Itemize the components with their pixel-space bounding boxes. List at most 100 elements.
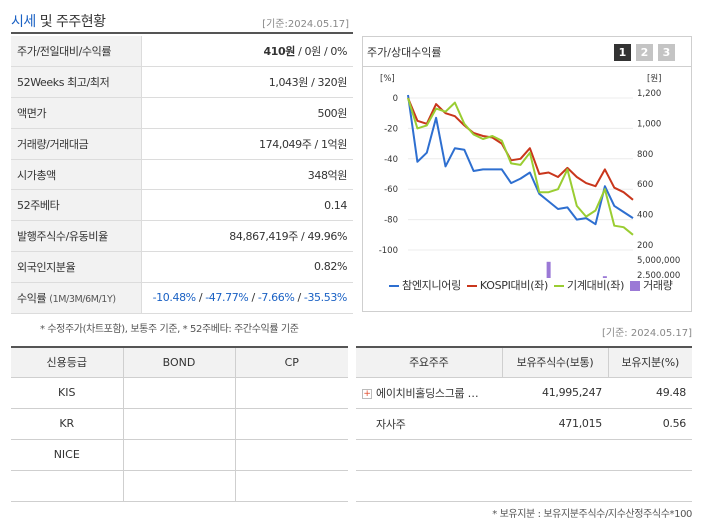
volume-bar — [602, 276, 607, 278]
chart-page-2-button[interactable]: 2 — [636, 44, 653, 61]
credit-row: KR — [11, 408, 348, 440]
right-tick-label: 200 — [637, 241, 653, 251]
return-value: -10.48% — [152, 291, 197, 305]
credit-row: KIS — [11, 377, 348, 409]
legend-item: 거래량 — [630, 277, 673, 293]
return-value: -7.66% — [257, 291, 295, 305]
legend-swatch-icon — [554, 285, 564, 287]
stock-row: 거래량/거래대금 174,049주 / 1억원 — [11, 128, 353, 160]
return-values: -10.48% / -47.77% / -7.66% / -35.53% — [141, 282, 353, 314]
holder-shares: 41,995,247 — [502, 377, 608, 409]
credit-rating-table: 신용등급 BOND CP KIS KR NICE — [11, 346, 348, 502]
credit-header-bond: BOND — [123, 347, 236, 378]
holder-name: 자사주 — [376, 417, 406, 431]
stock-row-value: 348억원 — [141, 159, 353, 191]
holder-row[interactable]: + 에이치비홀딩스그룹 … 41,995,247 49.48 — [356, 377, 692, 409]
stock-row-label: 주가/전일대비/수익률 — [11, 36, 142, 68]
stock-row-value: 500원 — [141, 97, 353, 129]
stock-row-label: 외국인지분율 — [11, 251, 142, 283]
holder-name-cell: 자사주 — [356, 408, 502, 440]
holder-name-cell — [356, 470, 502, 502]
credit-cp-cell — [235, 439, 348, 471]
left-tick-label: -60 — [384, 185, 398, 195]
left-tick-label: 0 — [393, 94, 398, 104]
holder-note: * 보유지분 : 보유지분주식수/지수산정주식수*100 — [492, 509, 692, 520]
return-separator: / — [294, 291, 304, 305]
legend-swatch-icon — [389, 285, 399, 287]
chart-legend: 참엔지니어링 KOSPI대비(좌) 기계대비(좌) 거래량 — [389, 277, 689, 293]
expand-plus-icon[interactable]: + — [362, 388, 372, 399]
return-label: 수익률 (1M/3M/6M/1Y) — [11, 282, 142, 314]
stock-row-label: 발행주식수/유동비율 — [11, 220, 142, 253]
stock-row: 주가/전일대비/수익률 410원 / 0원 / 0% — [11, 36, 353, 68]
holder-pct — [608, 439, 692, 471]
stock-row-return: 수익률 (1M/3M/6M/1Y) -10.48% / -47.77% / -7.… — [11, 282, 353, 314]
right-tick-label: 1,200 — [637, 89, 661, 99]
credit-agency: KR — [11, 408, 124, 440]
price-chart: [%] [원] 0 -20 -40 -60 -80 -100 1,200 1,000 800 600 4… — [379, 74, 680, 278]
legend-item: 참엔지니어링 — [389, 277, 461, 293]
stock-row: 52주베타 0.14 — [11, 189, 353, 222]
right-tick-label: 800 — [637, 150, 653, 160]
holder-pct: 49.48 — [608, 377, 692, 409]
left-tick-label: -80 — [384, 216, 398, 226]
stock-row-value: 174,049주 / 1억원 — [141, 128, 353, 160]
right-tick-label: 400 — [637, 211, 653, 221]
stock-row: 액면가 500원 — [11, 97, 353, 129]
holder-name[interactable]: 에이치비홀딩스그룹 … — [376, 386, 479, 400]
stock-row-value: 0.14 — [141, 189, 353, 222]
holder-shares — [502, 439, 608, 471]
left-axis-unit: [%] — [380, 74, 395, 84]
return-separator: / — [195, 291, 206, 305]
stock-row: 시가총액 348억원 — [11, 159, 353, 191]
series-line-3 — [407, 97, 634, 236]
return-separator: / — [248, 291, 258, 305]
credit-header-rating: 신용등급 — [11, 347, 124, 378]
holder-shares: 471,015 — [502, 408, 608, 440]
credit-bond-cell — [123, 408, 236, 440]
chart-page-1-button[interactable]: 1 — [614, 44, 631, 61]
return-label-periods: (1M/3M/6M/1Y) — [49, 293, 116, 305]
stock-row: 52Weeks 최고/최저 1,043원 / 320원 — [11, 66, 353, 99]
left-tick-label: -100 — [379, 246, 398, 256]
holder-shares — [502, 470, 608, 502]
stock-row: 발행주식수/유동비율 84,867,419주 / 49.96% — [11, 220, 353, 253]
holder-pct — [608, 470, 692, 502]
holder-header-name: 주요주주 — [356, 347, 503, 378]
right-tick-label: 1,000 — [637, 119, 661, 129]
section-title: 시세 및 주주현황 — [11, 11, 106, 31]
return-value: -35.53% — [303, 291, 348, 305]
right-axis-unit: [원] — [647, 74, 661, 84]
legend-swatch-icon — [630, 281, 641, 291]
legend-item: 기계대비(좌) — [554, 277, 624, 293]
legend-label: 참엔지니어링 — [402, 279, 461, 292]
credit-bond-cell — [123, 470, 236, 502]
stock-row-value: 0.82% — [141, 251, 353, 283]
chart-header: 주가/상대수익률 1 2 3 — [363, 37, 691, 67]
credit-bond-cell — [123, 377, 236, 409]
credit-agency: KIS — [11, 377, 124, 409]
holder-row — [356, 439, 692, 471]
holder-row: 자사주 471,015 0.56 — [356, 408, 692, 440]
legend-label: KOSPI대비(좌) — [479, 279, 548, 292]
left-tick-label: -40 — [384, 155, 398, 165]
stock-note: * 수정주가(차트포함), 보통주 기준, * 52주베타: 주간수익률 기준 — [40, 324, 299, 335]
credit-row — [11, 470, 348, 502]
holder-row — [356, 470, 692, 502]
title-rest: 및 주주현황 — [35, 14, 106, 30]
holder-header-pct: 보유지분(%) — [608, 347, 692, 378]
stock-row-value: 84,867,419주 / 49.96% — [141, 220, 353, 253]
section-header: 시세 및 주주현황 [기준:2024.05.17] — [11, 8, 353, 34]
series-line-2 — [407, 97, 634, 201]
title-accent: 시세 — [11, 14, 36, 30]
credit-row: NICE — [11, 439, 348, 471]
credit-bond-cell — [123, 439, 236, 471]
legend-swatch-icon — [466, 285, 477, 287]
return-label-text: 수익률 — [17, 291, 47, 305]
major-shareholders-table: 주요주주 보유주식수(보통) 보유지분(%) + 에이치비홀딩스그룹 … 41,99… — [356, 346, 692, 502]
volume-bar — [546, 261, 551, 278]
credit-agency — [11, 470, 124, 502]
chart-panel: 주가/상대수익률 1 2 3 [%] [원] 0 -20 -40 -60 -80 -100 1,… — [362, 36, 692, 312]
legend-label: 기계대비(좌) — [567, 279, 625, 292]
chart-page-3-button[interactable]: 3 — [658, 44, 675, 61]
